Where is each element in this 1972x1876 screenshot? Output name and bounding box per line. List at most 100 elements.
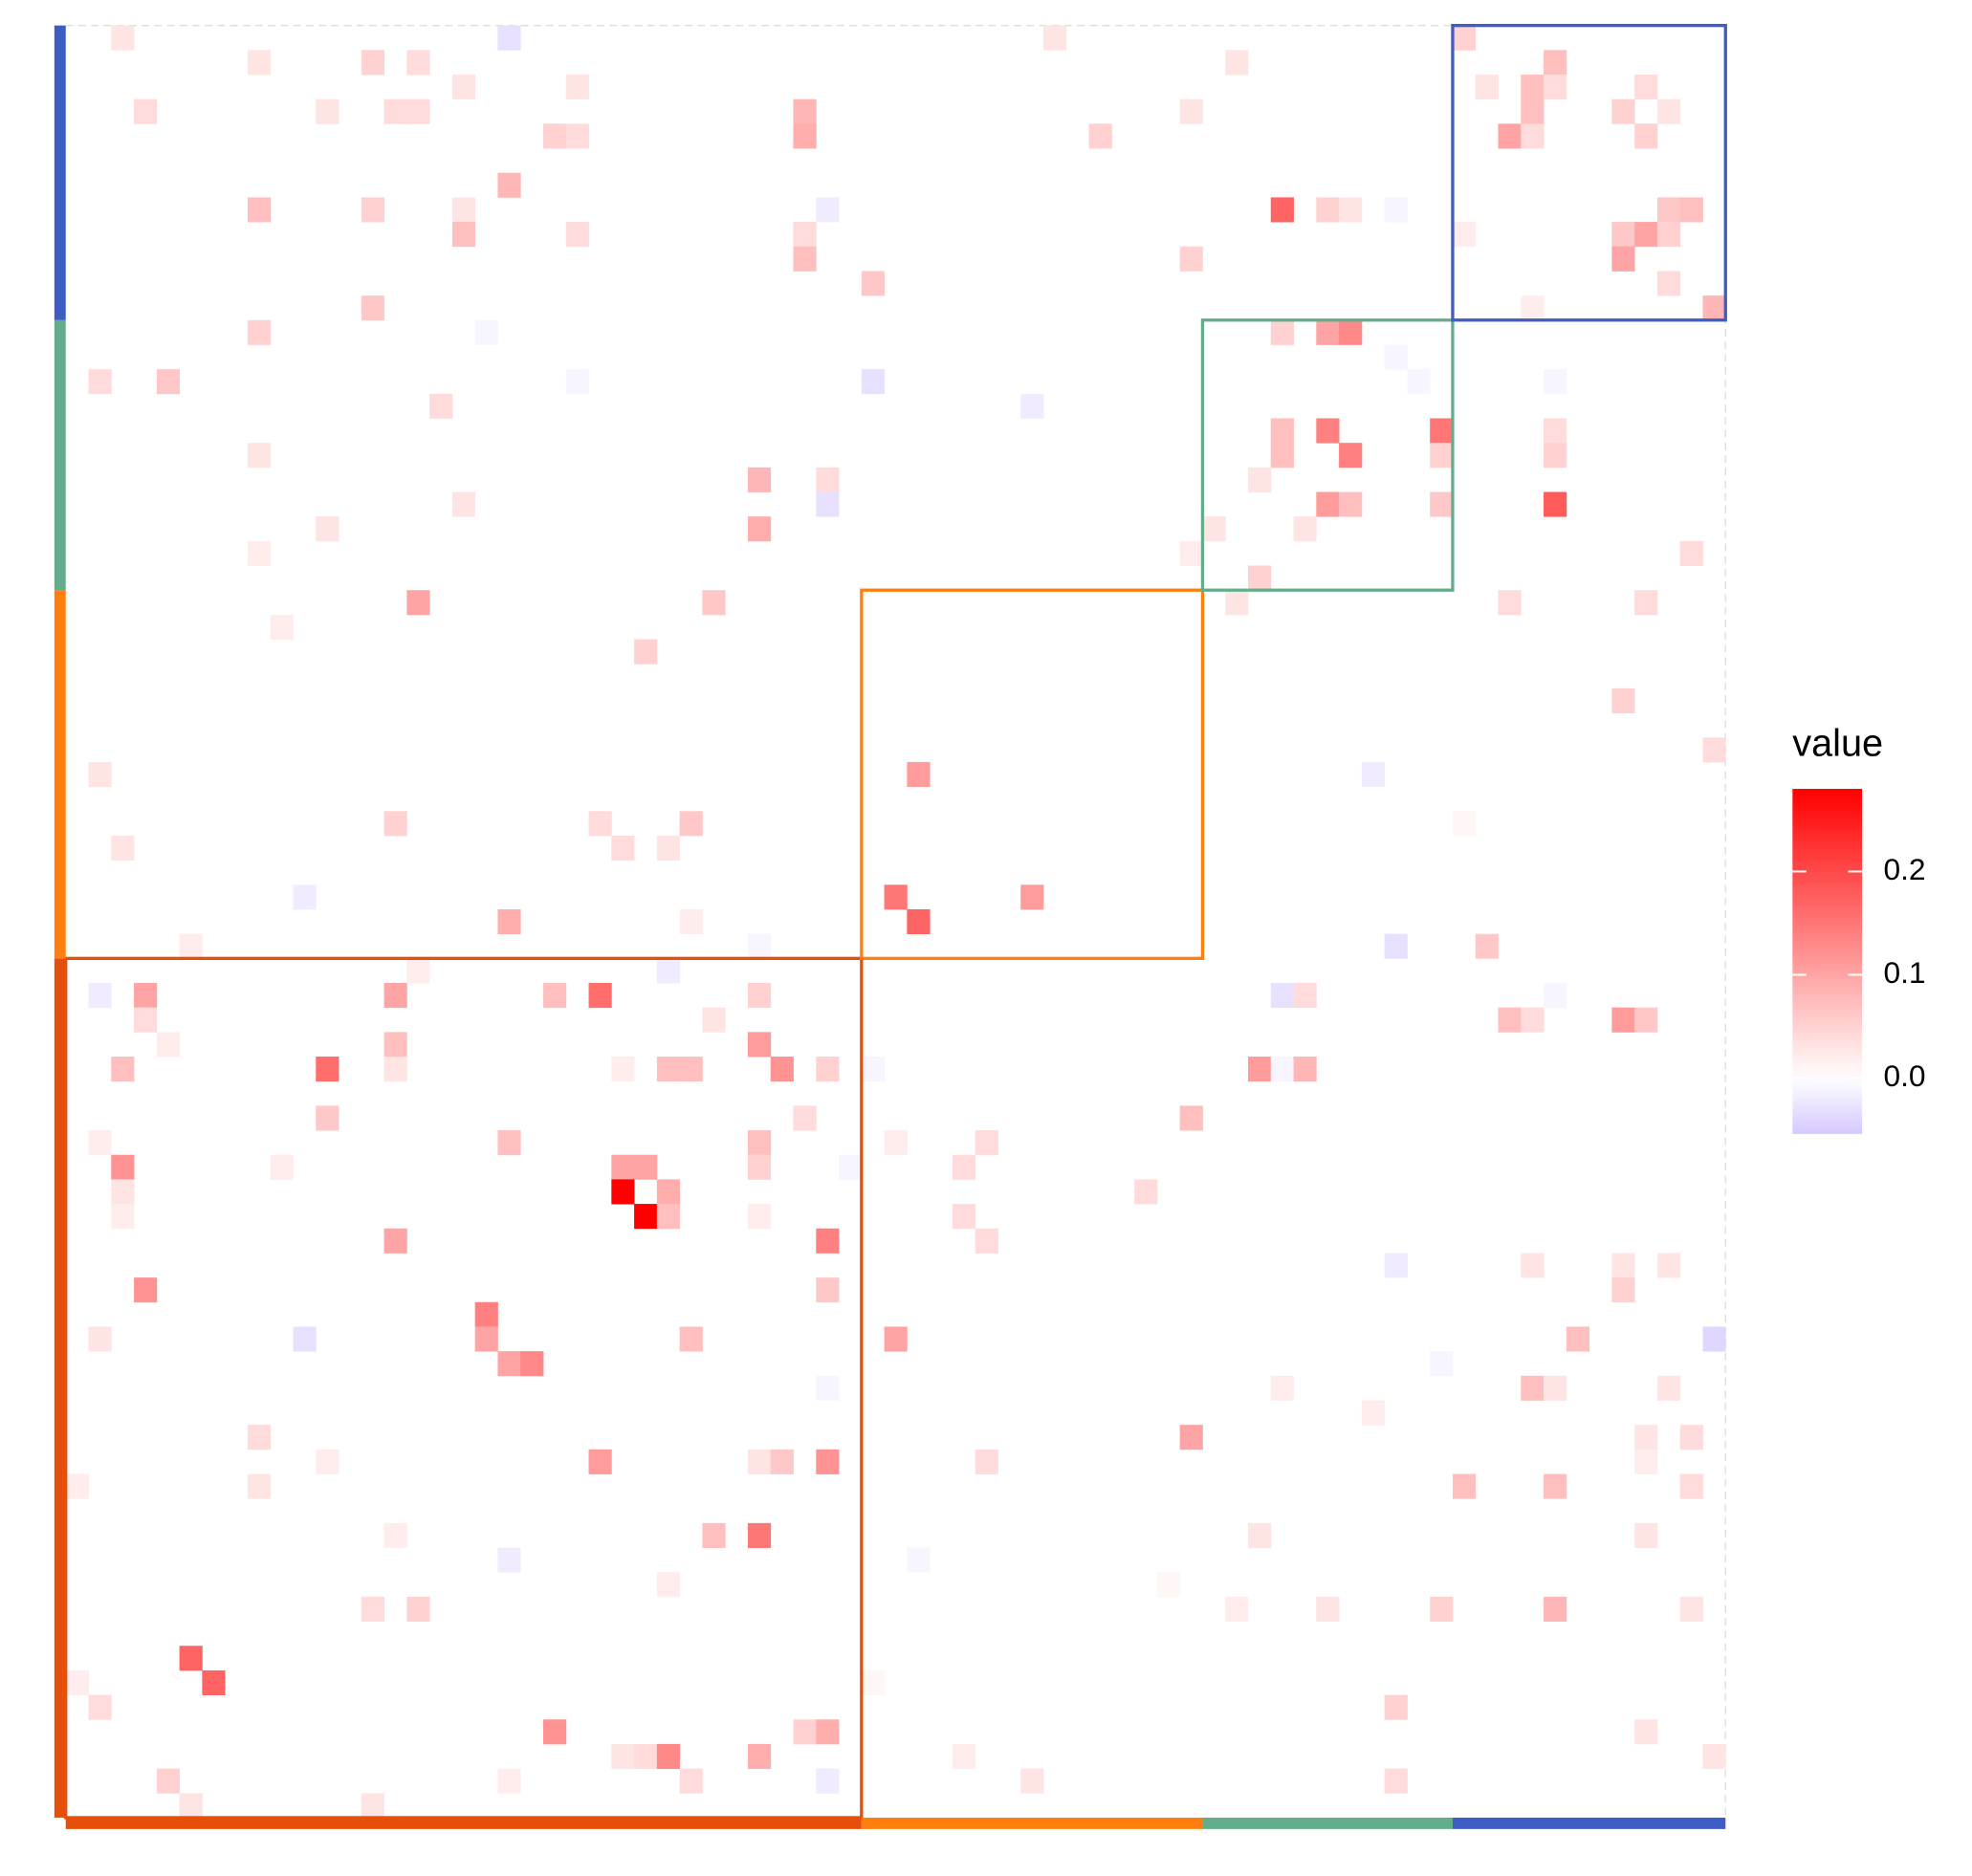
heat-cell	[451, 197, 476, 223]
heat-cell	[793, 98, 817, 124]
heat-cell	[770, 1057, 794, 1082]
heat-cell	[1452, 811, 1477, 837]
heat-cell	[1498, 590, 1522, 616]
heat-cell	[156, 1032, 181, 1058]
heat-cell	[179, 933, 203, 959]
heat-cell	[793, 1105, 817, 1131]
group-bar-y	[54, 319, 66, 591]
heat-cell	[1679, 540, 1703, 566]
heat-cell	[1430, 491, 1454, 517]
heat-cell	[474, 319, 498, 345]
heat-cell	[1498, 1007, 1522, 1033]
legend-tick-label: 0.0	[1883, 1058, 1925, 1093]
heat-cell	[406, 958, 430, 984]
heat-cell	[316, 1057, 340, 1082]
heat-cell	[952, 1743, 976, 1770]
heat-cell	[134, 983, 158, 1009]
heat-cell	[1270, 418, 1294, 444]
heat-cell	[316, 1105, 340, 1131]
heat-cell	[634, 1743, 658, 1770]
heat-cell	[793, 246, 817, 272]
colorbar	[1792, 789, 1863, 1134]
heat-cell	[497, 1130, 521, 1156]
heat-cell	[497, 1547, 521, 1573]
heat-cell	[111, 25, 135, 51]
heat-cell	[679, 1326, 703, 1352]
heat-cell	[816, 467, 840, 492]
heat-cell	[1634, 590, 1658, 616]
heat-cell	[156, 1768, 181, 1794]
heat-cell	[565, 222, 589, 248]
heat-cell	[1611, 1007, 1635, 1033]
heat-cell	[406, 590, 430, 616]
heat-cell	[88, 1130, 112, 1156]
heat-cell	[383, 1032, 407, 1058]
heat-cell	[497, 25, 521, 51]
heat-cell	[816, 197, 840, 223]
legend-tick-label: 0.2	[1883, 852, 1925, 886]
heat-cell	[565, 369, 589, 395]
heat-cell	[1088, 123, 1112, 149]
heat-cell	[1316, 197, 1340, 223]
heat-cell	[1384, 933, 1408, 959]
heat-cell	[679, 1768, 703, 1794]
heat-cell	[1656, 197, 1681, 223]
heat-cell	[1702, 295, 1726, 321]
heat-cell	[1544, 369, 1567, 395]
heat-cell	[1452, 25, 1477, 51]
group-bar-y	[54, 958, 66, 1818]
heat-cell	[565, 123, 589, 149]
heat-cell	[1156, 1572, 1181, 1598]
heat-cell	[1679, 1596, 1703, 1622]
heat-cell	[611, 835, 635, 862]
heat-cell	[1270, 1375, 1294, 1401]
heat-cell	[1384, 344, 1408, 370]
heat-cell	[747, 933, 772, 959]
heat-cell	[247, 197, 272, 223]
heat-cell	[1475, 933, 1499, 959]
heat-cell	[747, 1743, 772, 1770]
heat-cell	[1293, 983, 1317, 1009]
heat-cell	[542, 983, 567, 1009]
heat-cell	[1043, 25, 1067, 51]
heat-cell	[884, 884, 908, 910]
heat-cell	[656, 1743, 681, 1770]
heat-cell	[1430, 418, 1454, 444]
heat-cell	[383, 1228, 407, 1254]
heat-cell	[316, 98, 340, 124]
group-box	[1200, 318, 1455, 592]
heat-cell	[952, 1154, 976, 1180]
heat-cell	[793, 222, 817, 248]
heat-cell	[361, 295, 384, 321]
heat-cell	[1702, 1743, 1726, 1770]
heat-cell	[656, 1057, 681, 1082]
heat-cell	[861, 271, 886, 296]
heat-cell	[1475, 75, 1499, 100]
heat-cell	[247, 443, 272, 469]
heat-cell	[134, 1007, 158, 1033]
heat-cell	[429, 393, 453, 419]
heat-cell	[861, 1057, 886, 1082]
heat-cell	[656, 835, 681, 862]
heat-cell	[861, 1669, 886, 1695]
heat-cell	[361, 50, 384, 76]
heat-cell	[156, 369, 181, 395]
heat-cell	[542, 123, 567, 149]
heat-cell	[1521, 1375, 1545, 1401]
heat-cell	[1316, 491, 1340, 517]
heat-cell	[1384, 197, 1408, 223]
heat-cell	[679, 811, 703, 837]
heat-cell	[1339, 443, 1363, 469]
heat-cell	[907, 908, 931, 935]
heat-cell	[451, 491, 476, 517]
heat-cell	[816, 1277, 840, 1303]
heat-cell	[1225, 590, 1249, 616]
heat-cell	[111, 1204, 135, 1230]
heat-cell	[1566, 1326, 1590, 1352]
heat-cell	[861, 369, 886, 395]
heat-cell	[611, 1154, 635, 1180]
heat-cell	[1544, 443, 1567, 469]
heat-cell	[679, 1057, 703, 1082]
legend-title: value	[1792, 723, 1883, 765]
heat-cell	[179, 1793, 203, 1819]
